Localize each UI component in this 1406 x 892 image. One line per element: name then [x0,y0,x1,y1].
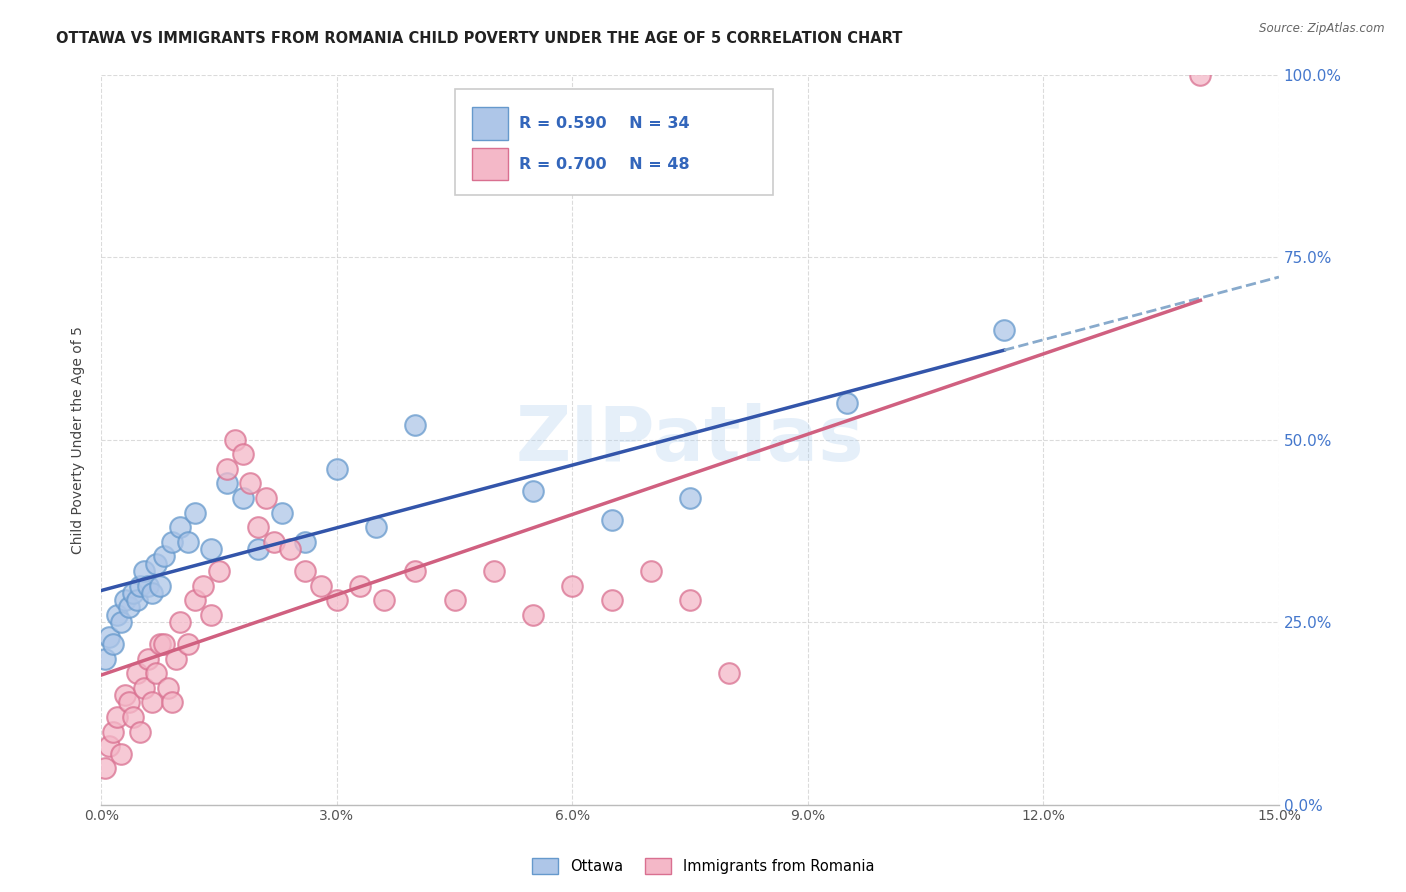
Point [373,593,395,607]
Point [129,578,152,592]
Point [193,578,215,592]
Point [176,637,198,651]
Text: R = 0.590    N = 34: R = 0.590 N = 34 [519,116,690,131]
Legend: Ottawa, Immigrants from Romania: Ottawa, Immigrants from Romania [526,852,880,880]
Point [640,564,662,578]
Point [232,491,254,505]
Point [522,607,544,622]
Point [200,542,222,557]
Point [98,739,121,754]
Bar [472,147,508,180]
Point [270,506,292,520]
Point [176,534,198,549]
Point [114,593,136,607]
Point [326,593,349,607]
Point [121,710,143,724]
Point [149,578,172,592]
Point [263,534,285,549]
Point [94,651,117,665]
Point [215,462,238,476]
Point [141,695,163,709]
Point [134,681,156,695]
Point [136,651,159,665]
Point [294,564,316,578]
Y-axis label: Child Poverty Under the Age of 5: Child Poverty Under the Age of 5 [72,326,86,554]
Point [114,688,136,702]
Point [145,666,167,681]
Bar [472,107,508,140]
Point [110,615,132,629]
Point [165,651,187,665]
Point [105,710,128,724]
Text: OTTAWA VS IMMIGRANTS FROM ROMANIA CHILD POVERTY UNDER THE AGE OF 5 CORRELATION C: OTTAWA VS IMMIGRANTS FROM ROMANIA CHILD … [56,31,903,46]
Point [141,586,163,600]
Point [561,578,583,592]
Point [121,586,143,600]
Point [98,630,121,644]
Point [101,724,124,739]
Text: R = 0.700    N = 48: R = 0.700 N = 48 [519,157,690,172]
Point [145,557,167,571]
Point [522,483,544,498]
Point [278,542,301,557]
Point [600,513,623,527]
Point [224,433,246,447]
Point [160,534,183,549]
Point [364,520,387,534]
Point [835,396,858,410]
Point [129,724,152,739]
Point [125,666,148,681]
Point [215,476,238,491]
Point [118,695,141,709]
Text: ZIPatlas: ZIPatlas [516,402,865,476]
Point [404,417,426,432]
Point [134,564,156,578]
Point [254,491,277,505]
Point [232,447,254,461]
Point [1189,68,1212,82]
Point [110,747,132,761]
Point [309,578,332,592]
Point [118,600,141,615]
Point [156,681,179,695]
Point [184,506,207,520]
Point [184,593,207,607]
Point [149,637,172,651]
Point [169,520,191,534]
Point [153,637,176,651]
Point [169,615,191,629]
Point [105,607,128,622]
Point [125,593,148,607]
Point [993,323,1015,337]
Point [482,564,505,578]
Point [208,564,231,578]
Point [404,564,426,578]
Point [443,593,465,607]
FancyBboxPatch shape [454,89,772,195]
Point [679,491,702,505]
Text: Source: ZipAtlas.com: Source: ZipAtlas.com [1260,22,1385,36]
Point [94,761,117,775]
Point [718,666,741,681]
Point [247,520,270,534]
Point [101,637,124,651]
Point [326,462,349,476]
Point [136,578,159,592]
Point [679,593,702,607]
Point [239,476,262,491]
Point [160,695,183,709]
Point [247,542,270,557]
Point [600,593,623,607]
Point [294,534,316,549]
Point [349,578,371,592]
Point [200,607,222,622]
Point [153,549,176,564]
